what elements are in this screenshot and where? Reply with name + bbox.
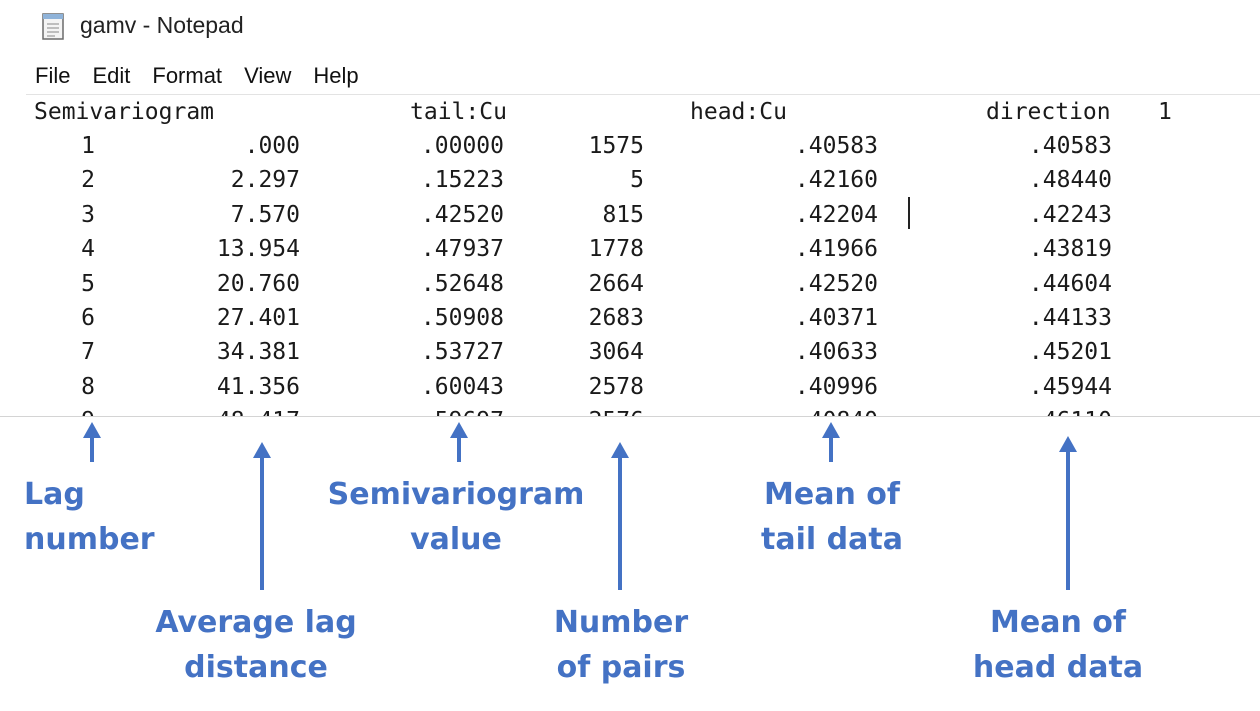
annotation-label: of pairs — [557, 650, 686, 685]
cell-avg-lag-distance: 7.570 — [230, 201, 300, 228]
header-head: head:Cu — [690, 99, 787, 125]
cell-semivariogram-value: .15223 — [420, 167, 504, 194]
cell-mean-head: .44604 — [1028, 270, 1112, 297]
cell-avg-lag-distance: .000 — [244, 133, 300, 159]
menu-help[interactable]: Help — [313, 63, 359, 88]
cell-semivariogram-value: .00000 — [420, 133, 504, 159]
cell-semivariogram-value: .52648 — [420, 270, 504, 297]
cell-lag-number: 2 — [81, 167, 95, 194]
annotation-label: tail data — [761, 522, 903, 557]
cell-semivariogram-value: .47937 — [420, 236, 504, 263]
cell-avg-lag-distance: 34.381 — [216, 339, 300, 366]
header-direction: direction — [986, 99, 1111, 125]
cell-number-of-pairs: 1778 — [588, 236, 644, 263]
cell-mean-head: .43819 — [1028, 236, 1112, 263]
annotation-arrowhead — [83, 422, 101, 438]
cell-avg-lag-distance: 13.954 — [216, 236, 300, 263]
cell-lag-number: 1 — [81, 133, 95, 159]
annotation-label: Average lag — [155, 605, 356, 640]
cell-avg-lag-distance: 48.417 — [217, 408, 300, 417]
cell-mean-head: .45201 — [1028, 339, 1112, 366]
cell-mean-tail: .42520 — [794, 270, 878, 297]
annotation-label: Mean of — [764, 477, 901, 512]
cell-number-of-pairs: 2578 — [588, 373, 644, 400]
cell-lag-number: 7 — [81, 339, 95, 366]
cell-number-of-pairs: 2576 — [589, 408, 644, 417]
cell-avg-lag-distance: 2.297 — [230, 167, 300, 194]
cell-number-of-pairs: 815 — [602, 201, 644, 228]
cell-mean-tail: .40583 — [794, 133, 878, 159]
cell-lag-number: 6 — [81, 305, 95, 331]
annotation-arrowhead — [1059, 436, 1077, 452]
window-title: gamv - Notepad — [80, 12, 244, 38]
window-bottom-edge — [0, 416, 1260, 417]
cell-lag-number: 9 — [81, 408, 95, 417]
cell-mean-head: .40583 — [1028, 133, 1112, 159]
annotation-arrowhead — [611, 442, 629, 458]
cell-semivariogram-value: .53727 — [420, 339, 504, 366]
cell-number-of-pairs: 5 — [630, 167, 644, 194]
annotation-label: number — [24, 522, 155, 557]
annotation-label: value — [410, 522, 502, 557]
cell-avg-lag-distance: 20.760 — [216, 270, 300, 297]
cell-mean-head: .46110 — [1029, 408, 1112, 417]
cell-lag-number: 3 — [81, 201, 95, 228]
header-semivariogram: Semivariogram — [34, 99, 215, 125]
cell-avg-lag-distance: 27.401 — [216, 305, 300, 331]
header-tail: tail:Cu — [410, 99, 507, 125]
annotation-label: head data — [973, 650, 1143, 685]
cell-mean-tail: .40633 — [794, 339, 878, 366]
menu-file[interactable]: File — [35, 63, 71, 88]
cell-mean-tail: .40996 — [794, 373, 878, 400]
annotation-label: Mean of — [990, 605, 1127, 640]
menu-bar: File Edit Format View Help — [24, 60, 370, 94]
cell-mean-head: .45944 — [1028, 373, 1112, 400]
annotation-label: Semivariogram — [328, 477, 585, 512]
notepad-icon — [42, 13, 64, 40]
annotation-arrowhead — [253, 442, 271, 458]
cell-mean-tail: .42160 — [794, 167, 878, 194]
cell-number-of-pairs: 2683 — [588, 305, 644, 331]
menu-edit[interactable]: Edit — [92, 63, 131, 88]
annotation-label: Number — [554, 605, 689, 640]
cell-lag-number: 8 — [81, 373, 95, 400]
text-editor-area[interactable]: Semivariogram tail:Cu head:Cu direction … — [26, 94, 1260, 417]
cell-mean-head: .44133 — [1028, 305, 1112, 331]
text-cursor — [908, 197, 910, 229]
menu-view[interactable]: View — [244, 63, 292, 88]
cell-number-of-pairs: 3064 — [588, 339, 644, 366]
annotation-arrowhead — [450, 422, 468, 438]
header-direction-number: 1 — [1158, 99, 1172, 125]
cell-mean-tail: .42204 — [794, 201, 878, 228]
cell-lag-number: 4 — [81, 236, 95, 263]
cell-mean-tail: .41966 — [794, 236, 878, 263]
cell-avg-lag-distance: 41.356 — [216, 373, 300, 400]
cell-mean-head: .48440 — [1028, 167, 1112, 194]
cell-number-of-pairs: 1575 — [588, 133, 644, 159]
annotation-arrowhead — [822, 422, 840, 438]
annotation-label: distance — [184, 650, 328, 685]
cell-mean-head: .42243 — [1028, 201, 1112, 228]
menu-format[interactable]: Format — [152, 63, 223, 88]
cell-lag-number: 5 — [81, 270, 95, 297]
annotation-label: Lag — [24, 477, 85, 512]
cell-number-of-pairs: 2664 — [588, 270, 644, 297]
cell-semivariogram-value: .42520 — [420, 201, 504, 228]
cell-semivariogram-value: .60043 — [420, 373, 504, 400]
cell-mean-tail: .40371 — [794, 305, 878, 331]
cell-semivariogram-value: .50908 — [420, 305, 504, 331]
cell-mean-tail: .40840 — [795, 408, 878, 417]
cell-semivariogram-value: .59697 — [421, 408, 504, 417]
title-bar: gamv - Notepad — [0, 0, 1260, 56]
